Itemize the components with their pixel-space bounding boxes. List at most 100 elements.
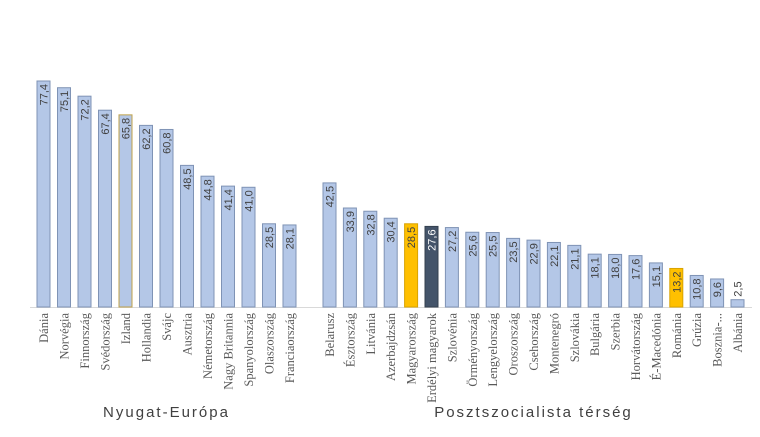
data-label: 21,1 — [569, 248, 581, 269]
bar — [363, 210, 378, 308]
category-label: Spanyolország — [242, 312, 256, 386]
data-label: 48,5 — [182, 168, 194, 189]
data-label: 13,2 — [671, 271, 683, 292]
data-label: 67,4 — [100, 113, 112, 134]
bar — [628, 255, 643, 308]
bar — [98, 109, 112, 308]
category-label: Litvánia — [364, 313, 378, 355]
category-label: Finnország — [78, 312, 92, 368]
bar — [342, 207, 357, 308]
category-label: Grúzia — [690, 313, 704, 347]
bar — [567, 244, 582, 308]
bar — [139, 124, 153, 308]
data-label: 41,0 — [244, 190, 256, 211]
category-label: Szlovénia — [445, 313, 459, 363]
bar — [322, 182, 337, 308]
data-label: 33,9 — [345, 211, 357, 232]
data-label: 75,1 — [59, 91, 71, 112]
bar — [710, 278, 725, 308]
data-label: 62,2 — [141, 128, 153, 149]
bar — [465, 231, 480, 308]
data-label: 2,5 — [733, 281, 745, 296]
data-label: 10,8 — [692, 278, 704, 299]
data-label: 22,9 — [529, 243, 541, 264]
category-label: Bulgária — [588, 313, 602, 356]
category-label: Dánia — [37, 313, 51, 343]
data-label: 25,6 — [467, 235, 479, 256]
bar — [221, 185, 235, 308]
bar — [404, 223, 419, 308]
bar — [424, 225, 439, 308]
bar — [77, 95, 92, 308]
category-label: Belarusz — [323, 313, 337, 357]
bar — [159, 128, 174, 308]
bar — [200, 175, 215, 308]
bar — [648, 262, 663, 308]
category-label: Magyarország — [405, 312, 419, 384]
category-label: Svájc — [160, 313, 174, 341]
data-label: 32,8 — [365, 214, 377, 235]
bar — [180, 164, 194, 308]
data-label: 77,4 — [39, 84, 51, 105]
category-label: Bosznia-... — [711, 313, 725, 367]
bar — [444, 227, 459, 308]
category-label: Oroszország — [507, 312, 521, 375]
category-label: Olaszország — [263, 312, 277, 374]
bar — [241, 186, 256, 308]
data-label: 28,1 — [285, 228, 297, 249]
category-label: Nagy Britannia — [222, 313, 236, 390]
category-label: Montenegró — [547, 313, 561, 374]
category-label: Izland — [119, 312, 133, 344]
data-label: 23,5 — [508, 241, 520, 262]
data-label: 27,2 — [447, 231, 459, 252]
data-label: 9,6 — [712, 282, 724, 297]
bar — [730, 299, 745, 308]
group-label: Nyugat-Európa — [103, 404, 230, 421]
category-label: Svédország — [99, 312, 113, 370]
data-label: 72,2 — [80, 99, 92, 120]
category-label: Szlovákia — [568, 313, 582, 363]
category-label: Románia — [670, 313, 684, 359]
bar — [587, 253, 602, 308]
bar — [383, 217, 398, 308]
category-label: Lengyelország — [486, 312, 500, 386]
category-label: Franciaország — [283, 312, 297, 383]
bar — [669, 267, 684, 308]
bar — [526, 239, 541, 308]
data-label: 65,8 — [121, 118, 133, 139]
category-label: Örményország — [466, 312, 480, 386]
data-label: 17,6 — [631, 259, 643, 280]
data-label: 22,1 — [549, 245, 561, 266]
category-label: Ausztria — [181, 313, 195, 356]
bar — [118, 114, 133, 308]
category-label: Erdélyi magyarok — [425, 312, 439, 403]
data-label: 18,0 — [610, 257, 622, 278]
data-label: 30,4 — [386, 221, 398, 242]
category-label: Horvátország — [629, 312, 643, 380]
bar — [282, 224, 297, 308]
data-label: 25,5 — [488, 236, 500, 257]
category-label: Albánia — [731, 313, 745, 353]
bar — [689, 274, 704, 308]
bar — [36, 80, 51, 308]
data-label: 44,8 — [203, 179, 215, 200]
data-label: 42,5 — [325, 186, 337, 207]
category-label: Csehország — [527, 312, 541, 370]
bar — [546, 241, 561, 308]
category-label: Szerbia — [609, 313, 623, 351]
category-label: Észtország — [343, 312, 357, 367]
data-label: 28,5 — [406, 227, 418, 248]
category-label: Norvégia — [58, 313, 72, 360]
bar — [262, 223, 276, 308]
data-label: 41,4 — [223, 189, 235, 210]
bar — [506, 237, 521, 308]
data-label: 60,8 — [162, 132, 174, 153]
data-label: 27,6 — [427, 229, 439, 250]
category-label: Németország — [201, 312, 215, 379]
category-label: É-Macedónia — [649, 313, 663, 381]
data-label: 18,1 — [590, 257, 602, 278]
bar — [57, 87, 71, 308]
data-label: 28,5 — [264, 227, 276, 248]
group-label: Posztszocialista térség — [434, 404, 633, 421]
